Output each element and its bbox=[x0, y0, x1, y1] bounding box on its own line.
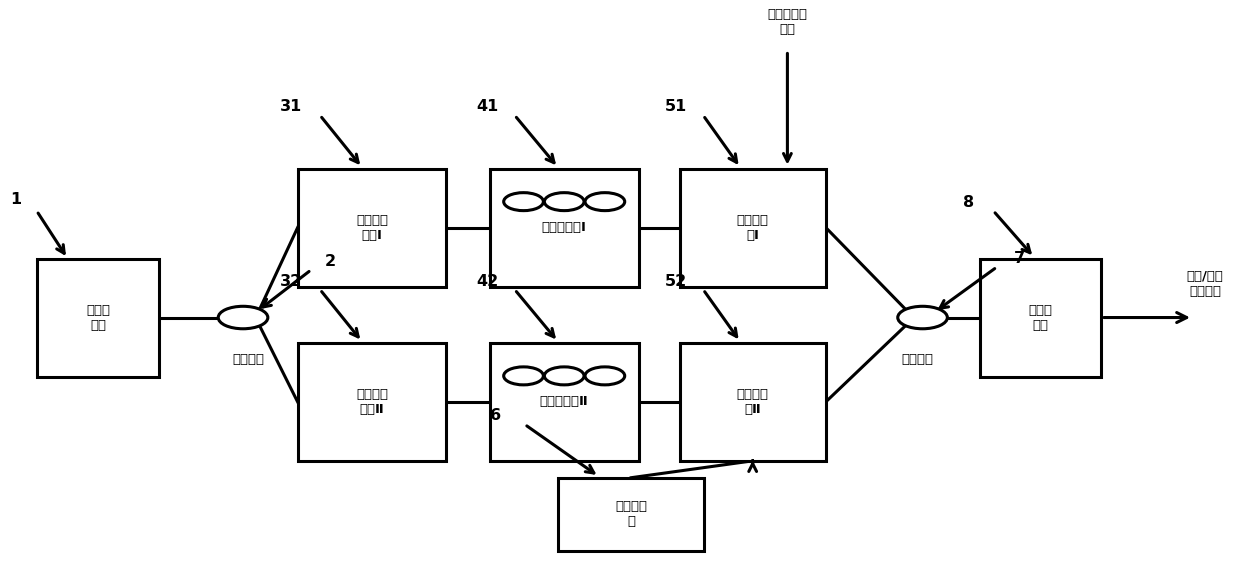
Text: 32: 32 bbox=[280, 274, 303, 288]
Text: 1: 1 bbox=[10, 192, 21, 207]
Text: 偏振控制器Ⅰ: 偏振控制器Ⅰ bbox=[542, 221, 587, 234]
Text: 相位调制
器Ⅰ: 相位调制 器Ⅰ bbox=[737, 214, 769, 242]
Text: 待处理射频
信号: 待处理射频 信号 bbox=[768, 8, 807, 37]
Text: 锁模激
光器: 锁模激 光器 bbox=[86, 303, 110, 332]
Circle shape bbox=[544, 367, 584, 385]
FancyBboxPatch shape bbox=[680, 169, 826, 287]
Circle shape bbox=[218, 306, 268, 329]
Circle shape bbox=[585, 367, 625, 385]
Text: 41: 41 bbox=[476, 99, 498, 114]
Text: 8: 8 bbox=[963, 195, 973, 210]
Circle shape bbox=[503, 367, 543, 385]
FancyBboxPatch shape bbox=[298, 169, 446, 287]
FancyBboxPatch shape bbox=[980, 259, 1101, 377]
Text: 电学本振
源: 电学本振 源 bbox=[615, 500, 647, 528]
Text: 31: 31 bbox=[280, 99, 303, 114]
Text: 光合束器: 光合束器 bbox=[901, 353, 934, 366]
Circle shape bbox=[585, 193, 625, 211]
Circle shape bbox=[898, 306, 947, 329]
Text: 52: 52 bbox=[665, 274, 687, 288]
Text: 可调光滤
波器Ⅰ: 可调光滤 波器Ⅰ bbox=[356, 214, 388, 242]
Text: 相位调制
器Ⅱ: 相位调制 器Ⅱ bbox=[737, 388, 769, 416]
FancyBboxPatch shape bbox=[490, 343, 639, 461]
FancyBboxPatch shape bbox=[558, 478, 704, 551]
Text: 光分束器: 光分束器 bbox=[232, 353, 264, 366]
FancyBboxPatch shape bbox=[490, 169, 639, 287]
FancyBboxPatch shape bbox=[298, 343, 446, 461]
Text: 2: 2 bbox=[325, 254, 335, 269]
Text: 51: 51 bbox=[665, 99, 687, 114]
Text: 光电探
测器: 光电探 测器 bbox=[1028, 303, 1053, 332]
Text: 7: 7 bbox=[1014, 251, 1024, 266]
Circle shape bbox=[544, 193, 584, 211]
FancyBboxPatch shape bbox=[37, 259, 159, 377]
Text: 可调光滤
波器Ⅱ: 可调光滤 波器Ⅱ bbox=[356, 388, 388, 416]
Text: 6: 6 bbox=[491, 409, 502, 423]
Text: 偏振控制器Ⅱ: 偏振控制器Ⅱ bbox=[539, 395, 589, 409]
Circle shape bbox=[503, 193, 543, 211]
Text: 42: 42 bbox=[476, 274, 498, 288]
FancyBboxPatch shape bbox=[680, 343, 826, 461]
Text: 中频/基频
信号输出: 中频/基频 信号输出 bbox=[1187, 270, 1224, 298]
